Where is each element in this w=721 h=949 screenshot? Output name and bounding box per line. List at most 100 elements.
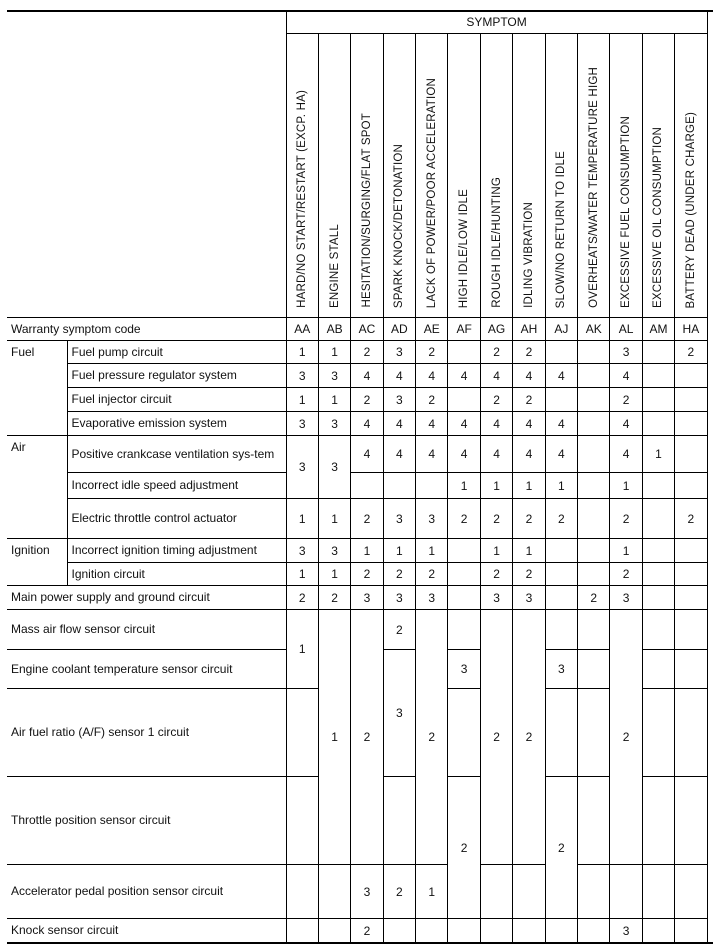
table-row: Throttle position sensor circuit 2 2: [7, 776, 708, 919]
symptom-header-label: SLOW/NO RETURN TO IDLE: [555, 150, 568, 308]
priority-cell: [674, 363, 708, 388]
priority-cell: 1: [415, 538, 449, 563]
priority-cell: 1: [609, 538, 643, 563]
symptom-header-label: OVERHEATS/WATER TEMPERATURE HIGH: [587, 67, 600, 308]
symptom-header: HESITATION/SURGING/FLAT SPOT: [350, 33, 384, 318]
priority-cell: 2: [479, 609, 514, 865]
table-row: Ignition Incorrect ignition timing adjust…: [7, 538, 708, 586]
symptom-code-cell: AC: [350, 317, 384, 341]
symptom-header-label: HESITATION/SURGING/FLAT SPOT: [360, 113, 373, 308]
priority-cell: [447, 688, 481, 777]
priority-cell: [447, 340, 481, 364]
item-label: Fuel pump circuit: [67, 340, 287, 364]
symptom-header: HIGH IDLE/LOW IDLE: [447, 33, 481, 318]
priority-cell: [382, 776, 417, 865]
priority-cell: [674, 609, 708, 650]
priority-cell: [479, 864, 514, 919]
priority-cell: [285, 776, 319, 865]
priority-cell: 3: [285, 435, 319, 499]
priority-cell: 2: [350, 562, 384, 586]
priority-cell: 2: [512, 498, 546, 539]
symptom-matrix-table: SYMPTOM HARD/NO START/RESTART (EXCP. HA)…: [7, 10, 708, 943]
priority-cell: [674, 435, 708, 473]
priority-cell: 2: [382, 864, 417, 919]
item-label: Ignition circuit: [67, 562, 287, 586]
priority-cell: [544, 387, 579, 412]
priority-cell: 4: [479, 363, 514, 388]
priority-cell: 2: [674, 340, 708, 364]
priority-cell: 3: [382, 387, 417, 412]
table-row: Fuel Fuel pump circuit 1 1 2 3 2 2 2 3 2: [7, 340, 708, 436]
priority-cell: 2: [479, 562, 514, 586]
priority-cell: 4: [544, 363, 579, 388]
symptom-header-row: HARD/NO START/RESTART (EXCP. HA) ENGINE S…: [7, 33, 708, 318]
priority-cell: 2: [577, 585, 611, 610]
priority-cell: [577, 918, 611, 943]
priority-cell: 2: [350, 918, 384, 943]
priority-cell: [577, 562, 611, 586]
priority-cell: 3: [350, 864, 384, 919]
priority-cell: [641, 340, 676, 364]
priority-cell: 3: [382, 340, 417, 364]
priority-cell: [577, 363, 611, 388]
priority-cell: [674, 562, 708, 586]
table-bottom-rule: [7, 942, 713, 944]
priority-cell: 1: [382, 538, 417, 563]
priority-cell: [641, 776, 676, 865]
priority-cell: 1: [479, 538, 514, 563]
priority-cell: 4: [609, 363, 643, 388]
priority-cell: 2: [479, 340, 514, 364]
symptom-header: LACK OF POWER/POOR ACCELERATION: [415, 33, 449, 318]
symptom-code-cell: AB: [317, 317, 352, 341]
symptom-code-cell: AD: [382, 317, 417, 341]
priority-cell: 3: [317, 411, 352, 436]
table-row: Air Positive crankcase ventilation sys-te…: [7, 435, 708, 539]
priority-cell: 3: [285, 363, 319, 388]
symptom-code-cell: AE: [415, 317, 449, 341]
priority-cell: [544, 688, 579, 777]
priority-cell: [577, 538, 611, 563]
priority-cell: [641, 609, 676, 650]
row-label: Accelerator pedal position sensor circui…: [7, 864, 287, 919]
priority-cell: 4: [609, 411, 643, 436]
priority-cell: 4: [382, 363, 417, 388]
table-row: Fuel injector circuit 1 1 2 3 2 2 2 2: [7, 387, 708, 412]
priority-cell: 4: [350, 363, 384, 388]
priority-cell: 4: [512, 435, 546, 473]
priority-cell: 3: [350, 585, 384, 610]
priority-cell: 2: [382, 562, 417, 586]
symptom-header-label: HIGH IDLE/LOW IDLE: [458, 188, 471, 308]
table-row: Air fuel ratio (A/F) sensor 1 circuit: [7, 688, 708, 777]
table-row: Fuel pressure regulator system 3 3 4 4 4 4 4 4 4 4: [7, 363, 708, 388]
item-label: Fuel injector circuit: [67, 387, 287, 412]
table-row: Knock sensor circuit 2 3: [7, 918, 708, 943]
priority-cell: 3: [382, 649, 417, 777]
priority-cell: 3: [609, 340, 643, 364]
symptom-header-label: ENGINE STALL: [328, 224, 341, 308]
priority-cell: [674, 585, 708, 610]
priority-cell: 2: [350, 498, 384, 539]
priority-cell: 2: [512, 387, 546, 412]
header-group-row: SYMPTOM: [7, 10, 708, 318]
priority-cell: 2: [544, 498, 579, 539]
priority-cell: 2: [317, 585, 352, 610]
symptom-header-label: SPARK KNOCK/DETONATION: [393, 143, 406, 308]
priority-cell: 1: [544, 472, 579, 499]
priority-cell: [447, 609, 481, 650]
priority-cell: 3: [317, 435, 352, 499]
symptom-header-label: EXCESSIVE FUEL CONSUMPTION: [620, 115, 633, 308]
priority-cell: 3: [382, 585, 417, 610]
item-label: Incorrect idle speed adjustment: [67, 472, 287, 499]
symptom-header: HARD/NO START/RESTART (EXCP. HA): [285, 33, 319, 318]
priority-cell: 3: [479, 585, 514, 610]
priority-cell: [674, 918, 708, 943]
priority-cell: [577, 649, 611, 689]
priority-cell: 3: [609, 918, 643, 943]
symptom-code-cell: AK: [577, 317, 611, 341]
priority-cell: [512, 918, 546, 943]
priority-cell: 1: [479, 472, 514, 499]
priority-cell: [447, 918, 481, 943]
row-label: Warranty symptom code: [7, 317, 287, 341]
priority-cell: 3: [512, 585, 546, 610]
priority-cell: 2: [544, 776, 579, 919]
